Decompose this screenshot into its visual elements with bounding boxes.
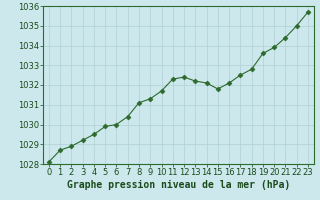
X-axis label: Graphe pression niveau de la mer (hPa): Graphe pression niveau de la mer (hPa) [67,180,290,190]
